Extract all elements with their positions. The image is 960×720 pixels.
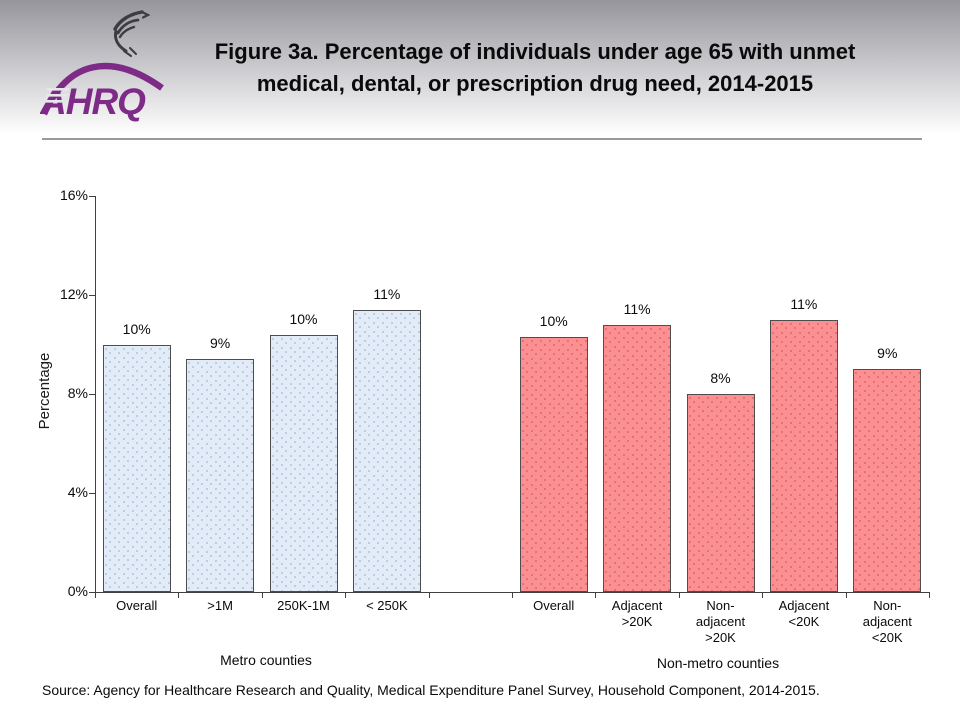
ahrq-logo: AHRQ: [38, 4, 168, 122]
category-label: Non- adjacent <20K: [862, 598, 912, 645]
bar-value-label: 11%: [623, 300, 651, 317]
category-label: Overall: [116, 598, 158, 613]
bar-<-250k: [352, 309, 421, 592]
bar-value-label: 9%: [877, 345, 898, 362]
category-label: Adjacent >20K: [611, 598, 663, 629]
y-tick-label: 8%: [67, 385, 88, 401]
category-label: Overall: [533, 598, 575, 613]
y-axis-line: [95, 196, 96, 593]
group-label-nonmetro: Non-metro counties: [656, 655, 780, 671]
bar-overall: [102, 344, 171, 592]
y-tick-mark: [89, 196, 95, 197]
group-label-metro: Metro counties: [220, 652, 312, 668]
y-tick-mark: [89, 592, 95, 593]
category-label: >1M: [207, 598, 233, 613]
source-note: Source: Agency for Healthcare Research a…: [42, 682, 820, 698]
figure-title-line1: Figure 3a. Percentage of individuals und…: [214, 39, 856, 64]
bar-value-label: 8%: [710, 370, 731, 386]
category-label: < 250K: [366, 598, 408, 613]
bar-overall: [519, 337, 588, 592]
x-tick-mark: [428, 592, 430, 598]
hhs-eagle-icon: [113, 10, 151, 57]
y-tick-mark: [89, 493, 95, 494]
bar-adjacent-<20k: [769, 319, 838, 592]
bar-value-label: 10%: [289, 310, 318, 327]
bar->1m: [186, 359, 255, 592]
x-tick-mark: [95, 592, 96, 598]
x-tick-mark: [345, 592, 347, 598]
y-tick-label: 16%: [59, 187, 88, 203]
header-divider: [42, 138, 922, 140]
y-tick-label: 12%: [59, 286, 88, 302]
x-tick-mark: [512, 592, 513, 598]
bar-value-label: 11%: [790, 295, 818, 312]
y-tick-mark: [89, 394, 95, 395]
x-tick-mark: [678, 592, 680, 598]
x-tick-mark: [261, 592, 263, 598]
bar-250k-1m: [269, 334, 338, 592]
y-tick-mark: [89, 295, 95, 296]
x-tick-mark: [178, 592, 180, 598]
x-tick-mark: [845, 592, 847, 598]
bar-value-label: 10%: [122, 320, 151, 337]
bar-value-label: 11%: [373, 285, 401, 302]
bar-value-label: 10%: [539, 313, 568, 330]
bar-adjacent->20k: [603, 324, 672, 592]
category-label: 250K-1M: [277, 598, 330, 613]
bar-value-label: 9%: [209, 335, 231, 352]
category-label: Non- adjacent >20K: [695, 598, 746, 645]
figure-title-line2: medical, dental, or prescription drug ne…: [256, 71, 814, 96]
bar-non--adjacent->20k: [686, 394, 755, 592]
y-tick-label: 4%: [67, 484, 88, 500]
bar-non--adjacent-<20k: [853, 369, 922, 592]
x-tick-mark: [595, 592, 597, 598]
x-tick-mark: [762, 592, 764, 598]
x-tick-mark: [929, 592, 930, 598]
figure-title: Figure 3a. Percentage of individuals und…: [150, 36, 920, 100]
y-tick-label: 0%: [67, 583, 88, 599]
ahrq-wordmark: AHRQ: [40, 62, 164, 122]
category-label: Adjacent <20K: [778, 598, 830, 629]
